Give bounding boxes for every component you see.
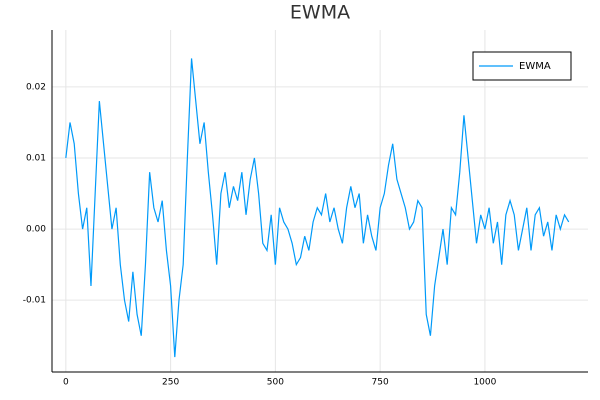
series-line [65,58,570,358]
y-tick-label: 0.01 [26,153,46,163]
y-tick-label: 0.02 [26,82,46,92]
y-tick-label: -0.01 [23,296,46,306]
x-tick-label: 0 [63,378,69,388]
y-tick-label: 0.00 [26,225,46,235]
x-tick-label: 500 [267,378,284,388]
x-tick-label: 750 [372,378,389,388]
chart-title: EWMA [290,2,350,24]
x-tick-label: 1000 [473,378,496,388]
x-tick-label: 250 [162,378,179,388]
legend-label: EWMA [519,61,551,72]
